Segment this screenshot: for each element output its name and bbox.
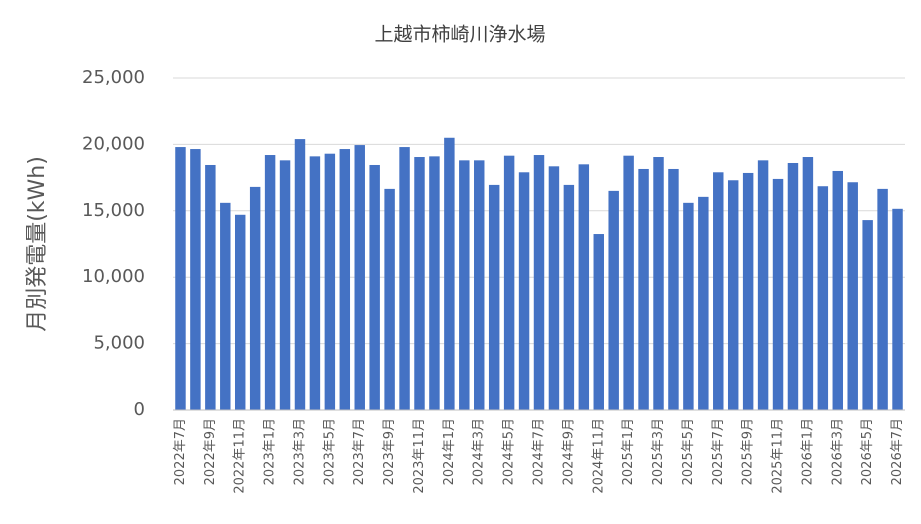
bar — [757, 160, 769, 410]
bar — [877, 188, 888, 410]
bar — [444, 137, 455, 410]
x-tick-label: 2025年7月 — [711, 418, 726, 485]
bar — [339, 149, 351, 410]
bar — [892, 208, 903, 410]
y-tick-label: 10,000 — [82, 266, 145, 287]
bar — [369, 164, 380, 410]
x-tick-label: 2024年7月 — [532, 418, 547, 485]
y-axis-title: 月別発電量(kWh) — [25, 156, 50, 332]
bar — [862, 220, 873, 410]
bar — [817, 186, 829, 410]
bar — [593, 234, 604, 410]
x-tick-label: 2024年3月 — [472, 418, 487, 485]
y-tick-label: 0 — [134, 399, 145, 420]
bar — [608, 190, 619, 410]
x-tick-label: 2022年9月 — [203, 418, 218, 485]
bar — [623, 155, 634, 410]
bar — [713, 172, 724, 410]
bar — [205, 164, 216, 410]
x-tick-label: 2024年11月 — [591, 418, 606, 494]
bar — [474, 160, 485, 410]
x-tick-label: 2025年11月 — [771, 418, 786, 494]
x-tick-label: 2025年5月 — [681, 418, 696, 485]
x-tick-label: 2026年5月 — [860, 418, 875, 485]
bar — [324, 153, 336, 411]
y-tick-label: 20,000 — [82, 133, 145, 154]
bar — [503, 155, 515, 410]
x-tick-label: 2024年9月 — [561, 418, 576, 485]
bar — [414, 157, 425, 410]
bar — [772, 178, 784, 410]
bar — [832, 170, 844, 410]
bar — [175, 147, 186, 410]
x-tick-label: 2026年3月 — [830, 418, 845, 485]
x-tick-label: 2024年1月 — [442, 418, 457, 485]
bar — [220, 202, 231, 410]
y-tick-label: 25,000 — [82, 67, 145, 88]
bar — [802, 157, 814, 410]
bar — [533, 155, 545, 410]
bar — [309, 156, 321, 410]
bar — [294, 139, 306, 410]
x-tick-label: 2025年9月 — [741, 418, 756, 485]
bar — [234, 214, 246, 410]
bar — [668, 168, 679, 410]
y-tick-label: 15,000 — [82, 200, 145, 221]
chart-title: 上越市柿崎川浄水場 — [374, 24, 545, 46]
x-tick-label: 2022年7月 — [173, 418, 188, 485]
x-tick-label: 2023年5月 — [322, 418, 337, 485]
x-tick-label: 2023年9月 — [382, 418, 397, 485]
bar — [518, 172, 530, 410]
bar — [488, 184, 500, 410]
bar — [563, 184, 575, 410]
x-tick-label: 2024年5月 — [502, 418, 517, 485]
bar — [698, 196, 709, 410]
bar — [742, 172, 754, 410]
bar — [399, 147, 410, 410]
x-tick-label: 2023年7月 — [352, 418, 367, 485]
bar — [354, 145, 365, 410]
y-tick-label: 5,000 — [93, 333, 145, 354]
bar — [384, 188, 395, 410]
bar — [190, 149, 201, 410]
x-tick-label: 2022年11月 — [233, 418, 248, 494]
bar — [653, 157, 664, 410]
bar — [429, 156, 440, 410]
x-tick-label: 2023年11月 — [412, 418, 427, 494]
bar — [279, 160, 291, 410]
x-tick-label: 2026年7月 — [890, 418, 905, 485]
bar — [787, 162, 799, 410]
bar — [638, 168, 649, 410]
x-tick-label: 2023年1月 — [263, 418, 278, 485]
bar — [683, 202, 694, 410]
bar — [847, 182, 858, 410]
x-tick-label: 2023年3月 — [292, 418, 307, 485]
bar — [578, 164, 590, 410]
bar — [548, 166, 560, 410]
bar — [727, 180, 739, 410]
x-tick-label: 2025年3月 — [651, 418, 666, 485]
x-tick-label: 2026年1月 — [800, 418, 815, 485]
bar — [459, 160, 470, 410]
bar — [249, 186, 261, 410]
bar — [264, 155, 276, 410]
x-tick-label: 2025年1月 — [621, 418, 636, 485]
